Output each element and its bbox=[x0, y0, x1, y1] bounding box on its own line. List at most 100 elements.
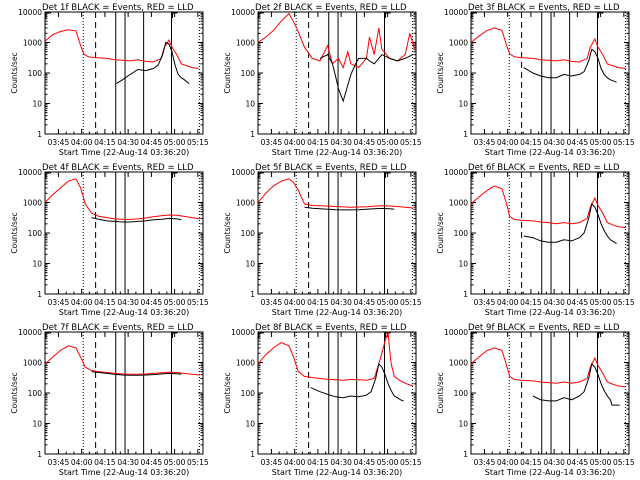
x-tick-label: 04:00 bbox=[284, 298, 306, 307]
y-tick-label: 1 bbox=[463, 290, 468, 299]
panel-title: Det 9f BLACK = Events, RED = LLD bbox=[468, 323, 620, 333]
events-series-line bbox=[523, 48, 617, 83]
x-tick-label: 05:15 bbox=[400, 458, 422, 467]
x-tick-label: 04:00 bbox=[71, 138, 93, 147]
x-axis-label: Start Time (22-Aug-14 03:36:20) bbox=[485, 308, 616, 317]
y-tick-label: 100 bbox=[28, 69, 43, 78]
y-tick-label: 1 bbox=[463, 130, 468, 139]
detector-panel-1: Det 1f BLACK = Events, RED = LLD 1 10 100 10… bbox=[10, 3, 209, 157]
x-tick-label: 04:45 bbox=[141, 458, 163, 467]
detector-panel-5: Det 5f BLACK = Events, RED = LLD 1 10 100 10… bbox=[223, 163, 422, 317]
x-tick-label: 04:30 bbox=[117, 138, 139, 147]
y-tick-label: 100 bbox=[454, 69, 469, 78]
x-tick-label: 04:45 bbox=[354, 298, 376, 307]
y-tick-label: 10000 bbox=[18, 168, 42, 177]
x-tick-label: 05:00 bbox=[590, 138, 612, 147]
y-tick-label: 100 bbox=[241, 229, 256, 238]
x-tick-label: 04:30 bbox=[117, 298, 139, 307]
y-axis-label: Counts/sec bbox=[436, 212, 445, 253]
lld-series-line bbox=[471, 27, 626, 69]
y-axis-label: Counts/sec bbox=[436, 372, 445, 413]
events-series-line bbox=[91, 217, 182, 223]
x-tick-label: 04:45 bbox=[354, 458, 376, 467]
detector-panel-4: Det 4f BLACK = Events, RED = LLD 1 10 100 10… bbox=[10, 163, 209, 317]
y-tick-label: 100 bbox=[454, 389, 469, 398]
detector-panel-9: Det 9f BLACK = Events, RED = LLD 1 10 100 10… bbox=[436, 323, 635, 477]
lld-series-line bbox=[45, 29, 199, 69]
y-tick-label: 10000 bbox=[18, 8, 42, 17]
corner-bracket-left bbox=[258, 12, 264, 18]
lld-series-line bbox=[258, 12, 415, 69]
x-tick-label: 04:15 bbox=[94, 458, 116, 467]
x-tick-label: 03:45 bbox=[261, 298, 283, 307]
x-tick-label: 05:00 bbox=[590, 458, 612, 467]
y-tick-label: 10000 bbox=[444, 8, 468, 17]
lld-series-line bbox=[45, 345, 200, 376]
x-tick-label: 03:45 bbox=[261, 458, 283, 467]
lld-series-line bbox=[471, 185, 626, 229]
x-tick-label: 04:30 bbox=[330, 458, 352, 467]
plot-frame bbox=[44, 331, 204, 455]
x-tick-label: 05:00 bbox=[164, 298, 186, 307]
y-axis-label: Counts/sec bbox=[10, 212, 19, 253]
y-tick-label: 1000 bbox=[236, 359, 255, 368]
y-tick-label: 10 bbox=[458, 100, 468, 109]
y-tick-label: 1000 bbox=[23, 359, 42, 368]
x-tick-label: 04:00 bbox=[497, 138, 519, 147]
x-tick-label: 03:45 bbox=[261, 138, 283, 147]
y-tick-label: 1 bbox=[250, 450, 255, 459]
plot-frame bbox=[257, 171, 417, 295]
y-axis-label: Counts/sec bbox=[223, 372, 232, 413]
x-tick-label: 04:00 bbox=[71, 298, 93, 307]
x-tick-label: 04:00 bbox=[497, 458, 519, 467]
x-axis-label: Start Time (22-Aug-14 03:36:20) bbox=[272, 308, 403, 317]
events-series-line bbox=[310, 362, 404, 402]
events-series-line bbox=[91, 371, 182, 376]
corner-bracket-left bbox=[258, 172, 264, 178]
y-tick-label: 100 bbox=[28, 389, 43, 398]
lld-series-line bbox=[258, 332, 414, 387]
corner-bracket-left bbox=[471, 172, 477, 178]
x-tick-label: 04:45 bbox=[141, 298, 163, 307]
x-tick-label: 04:30 bbox=[330, 298, 352, 307]
y-tick-label: 10 bbox=[245, 100, 255, 109]
y-tick-label: 1000 bbox=[449, 199, 468, 208]
x-tick-label: 04:45 bbox=[567, 138, 589, 147]
x-tick-label: 04:30 bbox=[543, 138, 565, 147]
detector-panel-3: Det 3f BLACK = Events, RED = LLD 1 10 100 10… bbox=[436, 3, 635, 157]
x-tick-label: 03:45 bbox=[474, 138, 496, 147]
x-axis-label: Start Time (22-Aug-14 03:36:20) bbox=[485, 468, 616, 477]
x-tick-label: 04:30 bbox=[543, 298, 565, 307]
x-tick-label: 04:15 bbox=[520, 138, 542, 147]
corner-bracket-right bbox=[172, 172, 178, 178]
x-tick-label: 05:00 bbox=[164, 138, 186, 147]
lld-series-line bbox=[258, 178, 413, 209]
x-tick-label: 03:45 bbox=[48, 298, 70, 307]
plot-frame bbox=[44, 171, 204, 295]
y-axis-label: Counts/sec bbox=[10, 52, 19, 93]
detector-panel-2: Det 2f BLACK = Events, RED = LLD 1 10 100 10… bbox=[223, 3, 422, 157]
corner-bracket-right bbox=[385, 332, 391, 338]
y-axis-label: Counts/sec bbox=[10, 372, 19, 413]
y-tick-label: 100 bbox=[28, 229, 43, 238]
y-tick-label: 10 bbox=[245, 260, 255, 269]
y-axis-label: Counts/sec bbox=[436, 52, 445, 93]
x-tick-label: 05:00 bbox=[164, 458, 186, 467]
corner-bracket-left bbox=[471, 12, 477, 18]
x-tick-label: 04:00 bbox=[284, 458, 306, 467]
x-tick-label: 04:45 bbox=[567, 458, 589, 467]
x-axis-label: Start Time (22-Aug-14 03:36:20) bbox=[59, 308, 190, 317]
corner-bracket-right bbox=[172, 12, 178, 18]
detector-panel-6: Det 6f BLACK = Events, RED = LLD 1 10 100 10… bbox=[436, 163, 635, 317]
corner-bracket-right bbox=[598, 332, 604, 338]
y-tick-label: 10 bbox=[458, 420, 468, 429]
y-tick-label: 10000 bbox=[444, 328, 468, 337]
y-tick-label: 10000 bbox=[18, 328, 42, 337]
events-series-line bbox=[319, 53, 414, 103]
y-tick-label: 1000 bbox=[449, 39, 468, 48]
y-axis-label: Counts/sec bbox=[223, 212, 232, 253]
events-series-line bbox=[532, 362, 620, 406]
panel-title: Det 7f BLACK = Events, RED = LLD bbox=[42, 323, 194, 333]
x-tick-label: 03:45 bbox=[48, 458, 70, 467]
